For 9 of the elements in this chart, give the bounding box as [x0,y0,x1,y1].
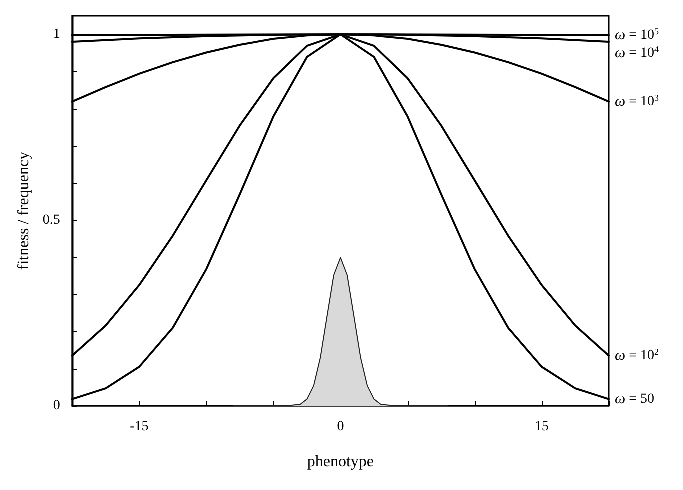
x-tick-label: 15 [534,420,549,434]
y-tick-label: 1 [53,27,60,42]
y-axis-title: fitness / frequency [16,152,32,270]
x-axis-title: phenotype [307,454,374,470]
y-tick-label: 0 [53,398,60,414]
series-label: ω = 50 [615,391,654,408]
x-tick-label: -15 [130,420,149,434]
y-tick-label: 0.5 [42,212,60,228]
x-tick-label: 0 [337,420,344,434]
